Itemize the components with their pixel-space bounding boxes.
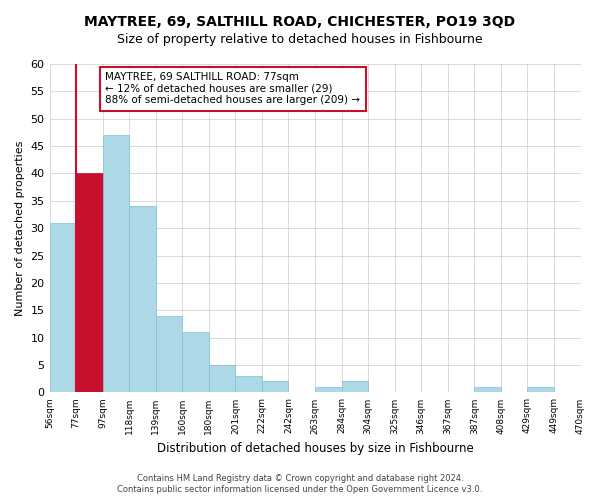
Bar	[262, 382, 289, 392]
Bar	[156, 316, 182, 392]
Y-axis label: Number of detached properties: Number of detached properties	[15, 140, 25, 316]
Bar	[209, 365, 235, 392]
Bar	[182, 332, 209, 392]
Text: MAYTREE, 69, SALTHILL ROAD, CHICHESTER, PO19 3QD: MAYTREE, 69, SALTHILL ROAD, CHICHESTER, …	[85, 15, 515, 29]
Text: Size of property relative to detached houses in Fishbourne: Size of property relative to detached ho…	[117, 32, 483, 46]
Text: MAYTREE, 69 SALTHILL ROAD: 77sqm
← 12% of detached houses are smaller (29)
88% o: MAYTREE, 69 SALTHILL ROAD: 77sqm ← 12% o…	[105, 72, 360, 106]
Bar	[475, 387, 501, 392]
Bar	[235, 376, 262, 392]
Bar	[341, 382, 368, 392]
X-axis label: Distribution of detached houses by size in Fishbourne: Distribution of detached houses by size …	[157, 442, 473, 455]
Bar	[315, 387, 341, 392]
Bar	[527, 387, 554, 392]
Bar	[103, 135, 129, 392]
Bar	[129, 206, 156, 392]
Bar	[50, 222, 76, 392]
Text: Contains HM Land Registry data © Crown copyright and database right 2024.
Contai: Contains HM Land Registry data © Crown c…	[118, 474, 482, 494]
Bar	[76, 174, 103, 392]
